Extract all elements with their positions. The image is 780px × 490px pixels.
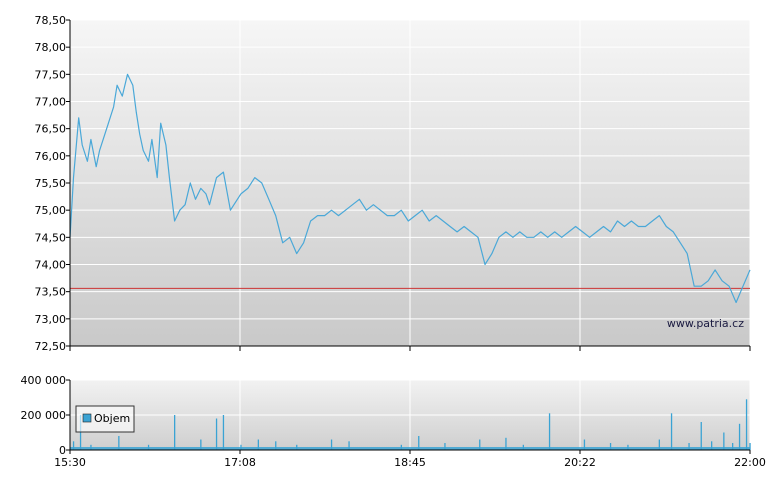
- volume-bar: [200, 439, 202, 450]
- price-y-tick-label: 77,00: [35, 96, 67, 109]
- volume-y-tick-label: 0: [59, 444, 66, 457]
- volume-bar: [711, 441, 713, 451]
- volume-bars: [70, 399, 751, 451]
- volume-x-axis: 15:30 17:08 18:45 20:22 22:00: [54, 450, 766, 469]
- volume-bar: [418, 436, 420, 450]
- volume-baseline: [70, 447, 750, 450]
- price-y-tick-label: 73,00: [35, 313, 67, 326]
- volume-bar: [257, 439, 259, 450]
- price-x-tick-marks: [69, 346, 751, 351]
- price-y-tick-label: 77,50: [35, 68, 67, 81]
- x-tick-label: 15:30: [54, 456, 86, 469]
- volume-bar: [72, 441, 75, 451]
- volume-bar: [90, 444, 92, 451]
- volume-y-tick-label: 400 000: [21, 374, 67, 387]
- volume-bar: [348, 441, 350, 451]
- price-y-tick-label: 73,50: [35, 286, 67, 299]
- price-y-tick-label: 76,50: [35, 123, 67, 136]
- volume-bar: [240, 444, 242, 451]
- price-y-axis: 72,50 73,00 73,50 74,00 74,50 75,00 75,50 76,00…: [35, 14, 71, 353]
- volume-bar: [548, 413, 551, 451]
- volume-bar: [222, 415, 225, 450]
- x-tick-label: 20:22: [564, 456, 596, 469]
- volume-bar: [330, 439, 333, 450]
- volume-bar: [505, 437, 507, 451]
- volume-bar: [275, 441, 277, 451]
- volume-bar: [700, 422, 702, 450]
- volume-bar: [522, 444, 524, 451]
- legend-label-objem: Objem: [94, 412, 130, 425]
- volume-bar: [732, 443, 734, 450]
- volume-bar: [658, 439, 660, 450]
- volume-bar: [583, 439, 586, 450]
- price-series-line: [69, 73, 751, 304]
- volume-bar: [118, 436, 120, 450]
- price-y-tick-label: 76,00: [35, 150, 67, 163]
- volume-y-axis: 0 200 000 400 000: [21, 374, 71, 457]
- price-y-tick-label: 78,50: [35, 14, 67, 27]
- volume-bar: [296, 444, 298, 451]
- price-grid: [69, 19, 751, 347]
- x-tick-label: 17:08: [224, 456, 256, 469]
- volume-bar: [444, 443, 446, 450]
- volume-bar: [609, 443, 612, 450]
- x-tick-label: 18:45: [394, 456, 426, 469]
- volume-bar: [738, 423, 741, 451]
- volume-bar: [745, 399, 748, 451]
- volume-bar: [174, 415, 176, 450]
- price-y-tick-label: 72,50: [35, 340, 67, 353]
- price-series: [69, 73, 751, 304]
- legend-swatch: [82, 413, 92, 423]
- volume-bar: [147, 444, 150, 451]
- volume-legend: Objem: [75, 405, 135, 433]
- price-y-tick-label: 78,00: [35, 41, 67, 54]
- price-y-tick-label: 75,50: [35, 177, 67, 190]
- price-y-tick-label: 75,00: [35, 204, 67, 217]
- volume-bar: [215, 418, 218, 450]
- volume-bar: [479, 439, 481, 450]
- volume-bar: [670, 413, 673, 451]
- price-panel: 72,50 73,00 73,50 74,00 74,50 75,00 75,50 76,00…: [35, 14, 751, 353]
- volume-bar: [688, 443, 690, 450]
- price-y-tick-label: 74,00: [35, 259, 67, 272]
- volume-bar: [749, 443, 751, 450]
- watermark: www.patria.cz: [667, 317, 744, 330]
- volume-bar: [400, 444, 402, 451]
- volume-panel: 0 200 000 400 000 15:30 17:08 18:45 20:22 22:0…: [21, 374, 766, 469]
- volume-y-tick-label: 200 000: [21, 409, 67, 422]
- x-tick-label: 22:00: [734, 456, 766, 469]
- volume-bar: [723, 432, 725, 450]
- volume-bar: [627, 444, 629, 451]
- price-y-tick-label: 74,50: [35, 231, 67, 244]
